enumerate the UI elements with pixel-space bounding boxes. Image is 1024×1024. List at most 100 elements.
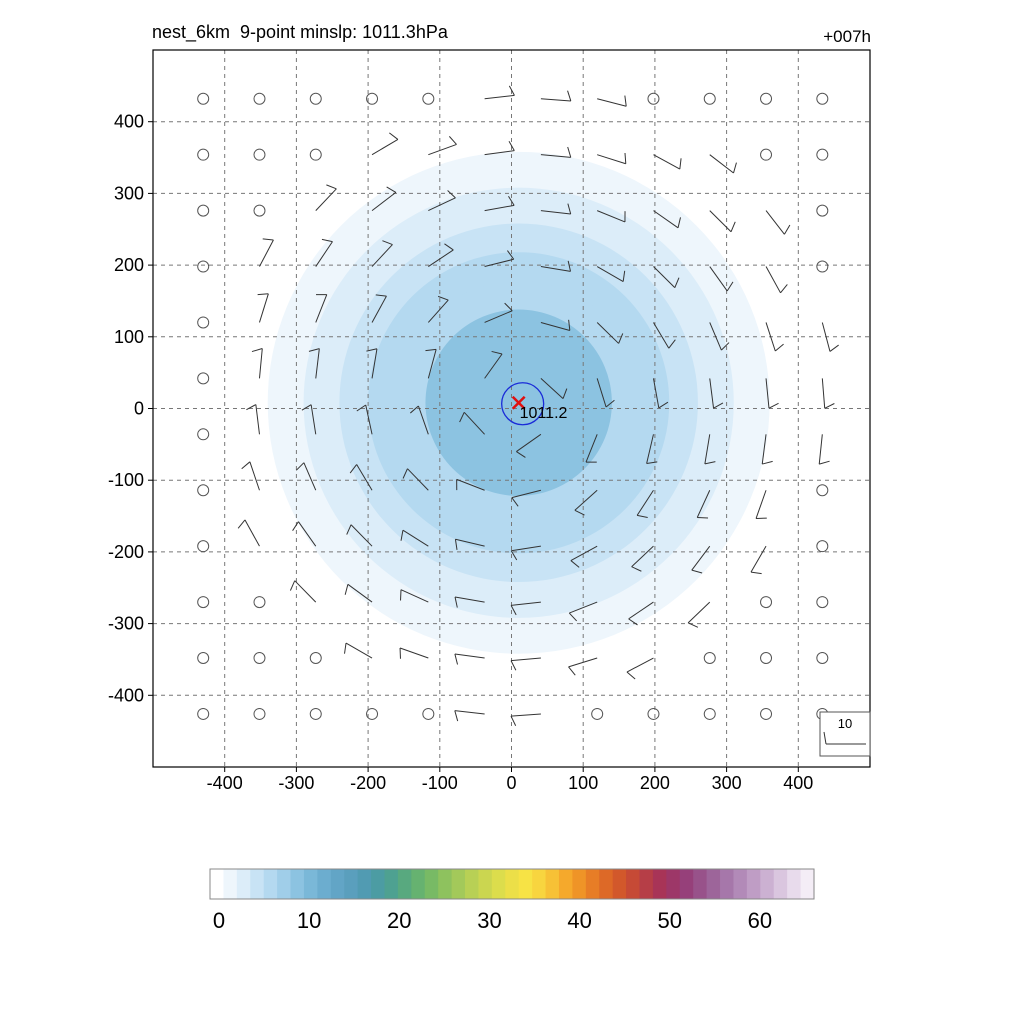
wind-barb-38 — [315, 238, 333, 267]
wind-barb-93 — [696, 490, 711, 519]
wind-barb-74 — [301, 404, 317, 435]
calm-circle-96 — [197, 540, 210, 553]
colorbar-swatch-28 — [585, 869, 600, 899]
calm-circle-11 — [816, 92, 829, 105]
colorbar-swatch-2 — [236, 869, 251, 899]
wind-barb-100 — [400, 529, 429, 547]
x-tick-label-3: -100 — [422, 773, 458, 793]
wind-barb-19 — [597, 152, 627, 165]
wind-barb-67 — [596, 378, 615, 408]
wind-barb-82 — [761, 434, 773, 465]
wind-barb-80 — [646, 434, 658, 465]
wind-barb-16 — [428, 136, 457, 156]
barb-key-label: 10 — [838, 716, 852, 731]
wind-barb-56 — [653, 322, 676, 349]
wind-barb-125 — [454, 653, 485, 665]
wind-barb-88 — [402, 468, 429, 491]
wind-barb-69 — [709, 378, 724, 409]
wind-barb-105 — [691, 545, 711, 574]
colorbar-swatch-10 — [344, 869, 359, 899]
wind-barb-85 — [241, 461, 260, 491]
wind-barb-116 — [628, 601, 654, 626]
calm-circle-60 — [197, 372, 210, 385]
y-tick-label-7: 300 — [114, 183, 144, 203]
calm-circle-118 — [760, 596, 773, 609]
wind-barb-17 — [484, 140, 515, 156]
wind-barb-45 — [709, 266, 734, 292]
wind-barb-115 — [568, 601, 598, 622]
calm-circle-95 — [816, 484, 829, 497]
wind-barb-123 — [344, 642, 373, 659]
x-tick-label-8: 400 — [783, 773, 813, 793]
calm-circle-47 — [816, 260, 829, 273]
wind-barb-73 — [246, 404, 260, 435]
colorbar-swatch-38 — [720, 869, 735, 899]
calm-circle-134 — [309, 707, 322, 720]
colorbar-swatch-4 — [263, 869, 278, 899]
x-tick-label-4: 0 — [506, 773, 516, 793]
wind-barb-81 — [704, 434, 716, 465]
colorbar-swatch-31 — [626, 869, 641, 899]
calm-circle-130 — [760, 652, 773, 665]
wind-barb-138 — [510, 713, 541, 726]
colorbar-swatch-9 — [330, 869, 345, 899]
colorbar-swatch-33 — [652, 869, 667, 899]
calm-circle-4 — [422, 92, 435, 105]
calm-circle-142 — [760, 707, 773, 720]
wind-barb-46 — [765, 266, 788, 294]
wind-barb-78 — [516, 433, 542, 458]
colorbar-tick-label-0: 0 — [213, 908, 225, 933]
wind-barb-71 — [821, 378, 835, 409]
wind-barb-75 — [356, 404, 373, 435]
wind-barb-104 — [631, 545, 654, 572]
colorbar-swatch-3 — [250, 869, 265, 899]
wind-barb-40 — [428, 243, 454, 267]
colorbar-swatch-14 — [397, 869, 412, 899]
calm-circle-140 — [647, 707, 660, 720]
wind-barb-29 — [484, 195, 515, 212]
calm-circle-122 — [309, 652, 322, 665]
colorbar-tick-label-5: 50 — [658, 908, 682, 933]
colorbar-swatch-40 — [746, 869, 761, 899]
forecast-hour-label: +007h — [823, 27, 871, 46]
calm-circle-107 — [816, 540, 829, 553]
wind-barb-99 — [346, 524, 373, 547]
calm-circle-24 — [197, 204, 210, 217]
calm-circle-10 — [760, 92, 773, 105]
center-contour — [501, 382, 545, 426]
colorbar-swatch-6 — [290, 869, 305, 899]
wind-barb-31 — [596, 210, 626, 223]
wind-barb-127 — [568, 657, 598, 676]
wind-barbs — [197, 85, 839, 726]
calm-circle-132 — [197, 707, 210, 720]
wind-barb-102 — [510, 545, 541, 561]
wind-barb-43 — [596, 266, 626, 282]
colorbar-swatch-42 — [773, 869, 788, 899]
wind-barb-39 — [371, 240, 393, 267]
wind-barb-54 — [540, 319, 571, 331]
wind-barb-51 — [371, 294, 387, 323]
y-tick-label-3: -100 — [108, 470, 144, 490]
wind-barb-55 — [596, 322, 624, 344]
storm-center: 1011.2 — [501, 382, 568, 426]
calm-circle-8 — [647, 92, 660, 105]
calm-circle-12 — [197, 148, 210, 161]
wind-barb-27 — [371, 186, 397, 212]
wind-barb-18 — [540, 146, 572, 158]
colorbar-swatch-29 — [599, 869, 614, 899]
wind-barb-41 — [484, 250, 515, 268]
wind-barb-113 — [454, 596, 485, 608]
colorbar-swatch-43 — [787, 869, 802, 899]
calm-circle-135 — [366, 707, 379, 720]
calm-circle-3 — [366, 92, 379, 105]
colorbar-swatch-20 — [478, 869, 493, 899]
wind-barb-30 — [540, 203, 572, 215]
calm-circle-0 — [197, 92, 210, 105]
wind-barb-91 — [574, 489, 598, 516]
wind-barb-26 — [315, 184, 337, 211]
wind-barb-6 — [540, 90, 572, 102]
wind-barb-64 — [425, 348, 437, 379]
colorbar-swatch-7 — [303, 869, 318, 899]
calm-circle-72 — [197, 428, 210, 441]
wind-barb-20 — [653, 154, 682, 170]
